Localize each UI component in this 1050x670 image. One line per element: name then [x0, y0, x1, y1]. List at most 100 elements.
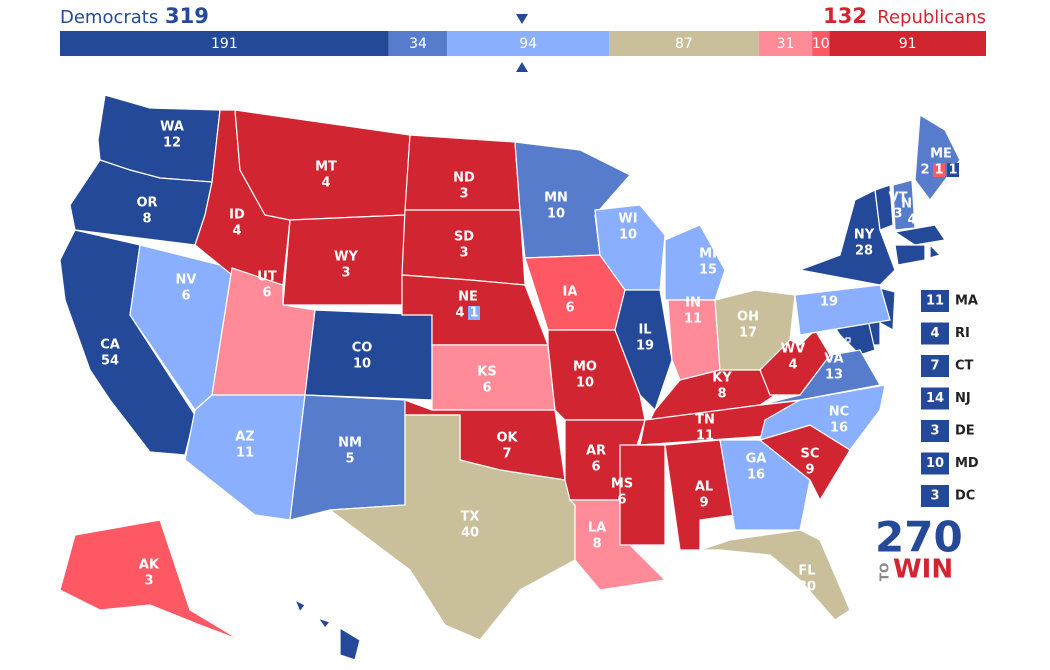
state-abbr: ME: [930, 147, 952, 162]
state-abbr: TX: [461, 510, 480, 525]
state-abbr: IN: [685, 296, 701, 311]
state-votes: 4: [455, 306, 464, 321]
small-state-abbr: MD: [955, 456, 979, 471]
state-abbr: TN: [695, 413, 715, 428]
pointer-bottom: [516, 62, 528, 72]
state-votes: 16: [830, 421, 848, 436]
state-votes: 19: [820, 295, 838, 310]
state-votes: 3: [893, 207, 902, 222]
state-votes: 4: [321, 176, 330, 191]
small-state-abbr: CT: [955, 359, 974, 374]
state-abbr: NE: [458, 290, 478, 305]
state-votes: 16: [747, 468, 765, 483]
state-shape: [619, 444, 666, 546]
state-votes: 10: [547, 207, 565, 222]
state-abbr: IL: [638, 323, 651, 338]
state-votes: 3: [459, 187, 468, 202]
state-votes: 12: [163, 136, 181, 151]
bar-label: 91: [899, 36, 917, 52]
small-state-abbr: DE: [955, 424, 975, 439]
state-votes: 10: [576, 376, 594, 391]
state-abbr: MN: [544, 191, 568, 206]
bar-segment: [812, 31, 830, 56]
state-abbr: PA: [820, 279, 838, 294]
bar-segment: [609, 31, 759, 56]
bar-segment: [60, 31, 389, 56]
state-votes: 6: [262, 286, 271, 301]
bar-label: 34: [409, 36, 427, 52]
state-votes: 54: [101, 354, 119, 369]
state-votes: 5: [345, 452, 354, 467]
split-box: [933, 163, 945, 177]
state-abbr: SC: [801, 447, 820, 462]
state-shape: [894, 244, 926, 266]
state-abbr: WI: [618, 212, 637, 227]
state-votes: 8: [142, 212, 151, 227]
state-abbr: NV: [176, 273, 197, 288]
logo-win: WIN: [893, 555, 953, 585]
split-box: [947, 163, 959, 177]
state-votes: 6: [591, 460, 600, 475]
state-abbr: HI: [314, 632, 330, 647]
bar-label: 94: [519, 36, 537, 52]
state-shape: [914, 113, 961, 201]
state-votes: 10: [353, 357, 371, 372]
state-votes: 6: [565, 301, 574, 316]
state-abbr: ID: [229, 208, 245, 223]
state-abbr: LA: [588, 521, 606, 536]
dem-label: Democrats: [60, 7, 158, 28]
state-shape: [293, 598, 361, 661]
state-votes: 6: [617, 493, 626, 508]
state-votes: 28: [855, 244, 873, 259]
split-votes: 1: [948, 163, 957, 178]
bar-segment: [758, 31, 813, 56]
split-votes: 1: [469, 306, 478, 321]
state-shape: [893, 224, 947, 246]
state-votes: 8: [717, 387, 726, 402]
state-votes: 40: [461, 526, 479, 541]
state-abbr: NC: [829, 405, 849, 420]
state-votes: 2: [920, 163, 929, 178]
state-abbr: VT: [889, 191, 908, 206]
state-abbr: CO: [352, 341, 373, 356]
state-votes: 6: [482, 381, 491, 396]
state-shape: [664, 224, 726, 301]
state-votes: 10: [619, 228, 637, 243]
state-abbr: SD: [454, 230, 474, 245]
bar-label: 10: [812, 36, 830, 52]
dem-total: 319: [165, 4, 209, 28]
bar-segment: [447, 31, 610, 56]
small-state-votes: 3: [930, 489, 939, 504]
small-state-box: [921, 485, 949, 507]
state-shape: [759, 329, 831, 396]
state-abbr: WA: [160, 120, 184, 135]
state-votes: 11: [684, 312, 702, 327]
state-votes: 19: [636, 339, 654, 354]
state-abbr: WY: [334, 250, 358, 265]
state-votes: 3: [459, 246, 468, 261]
small-state-abbr: DC: [955, 489, 975, 504]
split-box: [468, 306, 480, 320]
small-state-votes: 7: [930, 359, 939, 374]
logo-to: TO: [878, 563, 892, 581]
state-shape: [328, 414, 576, 641]
state-shape: [929, 243, 942, 259]
state-abbr: KY: [712, 371, 732, 386]
state-votes: 9: [699, 496, 708, 511]
small-state-abbr: MA: [955, 294, 978, 309]
small-state-votes: 3: [930, 424, 939, 439]
small-state-abbr: RI: [955, 326, 970, 341]
state-votes: 13: [825, 368, 843, 383]
small-state-votes: 10: [926, 456, 944, 471]
pointer-top: [516, 14, 528, 24]
state-abbr: GA: [746, 452, 767, 467]
state-abbr: MT: [315, 160, 337, 175]
state-votes: 11: [236, 446, 254, 461]
bar-segment: [829, 31, 986, 56]
rep-label: Republicans: [877, 7, 986, 28]
state-votes: 3: [341, 266, 350, 281]
state-abbr: NM: [338, 436, 362, 451]
state-votes: 3: [144, 574, 153, 589]
state-abbr: VA: [824, 352, 843, 367]
bar-label: 87: [675, 36, 693, 52]
